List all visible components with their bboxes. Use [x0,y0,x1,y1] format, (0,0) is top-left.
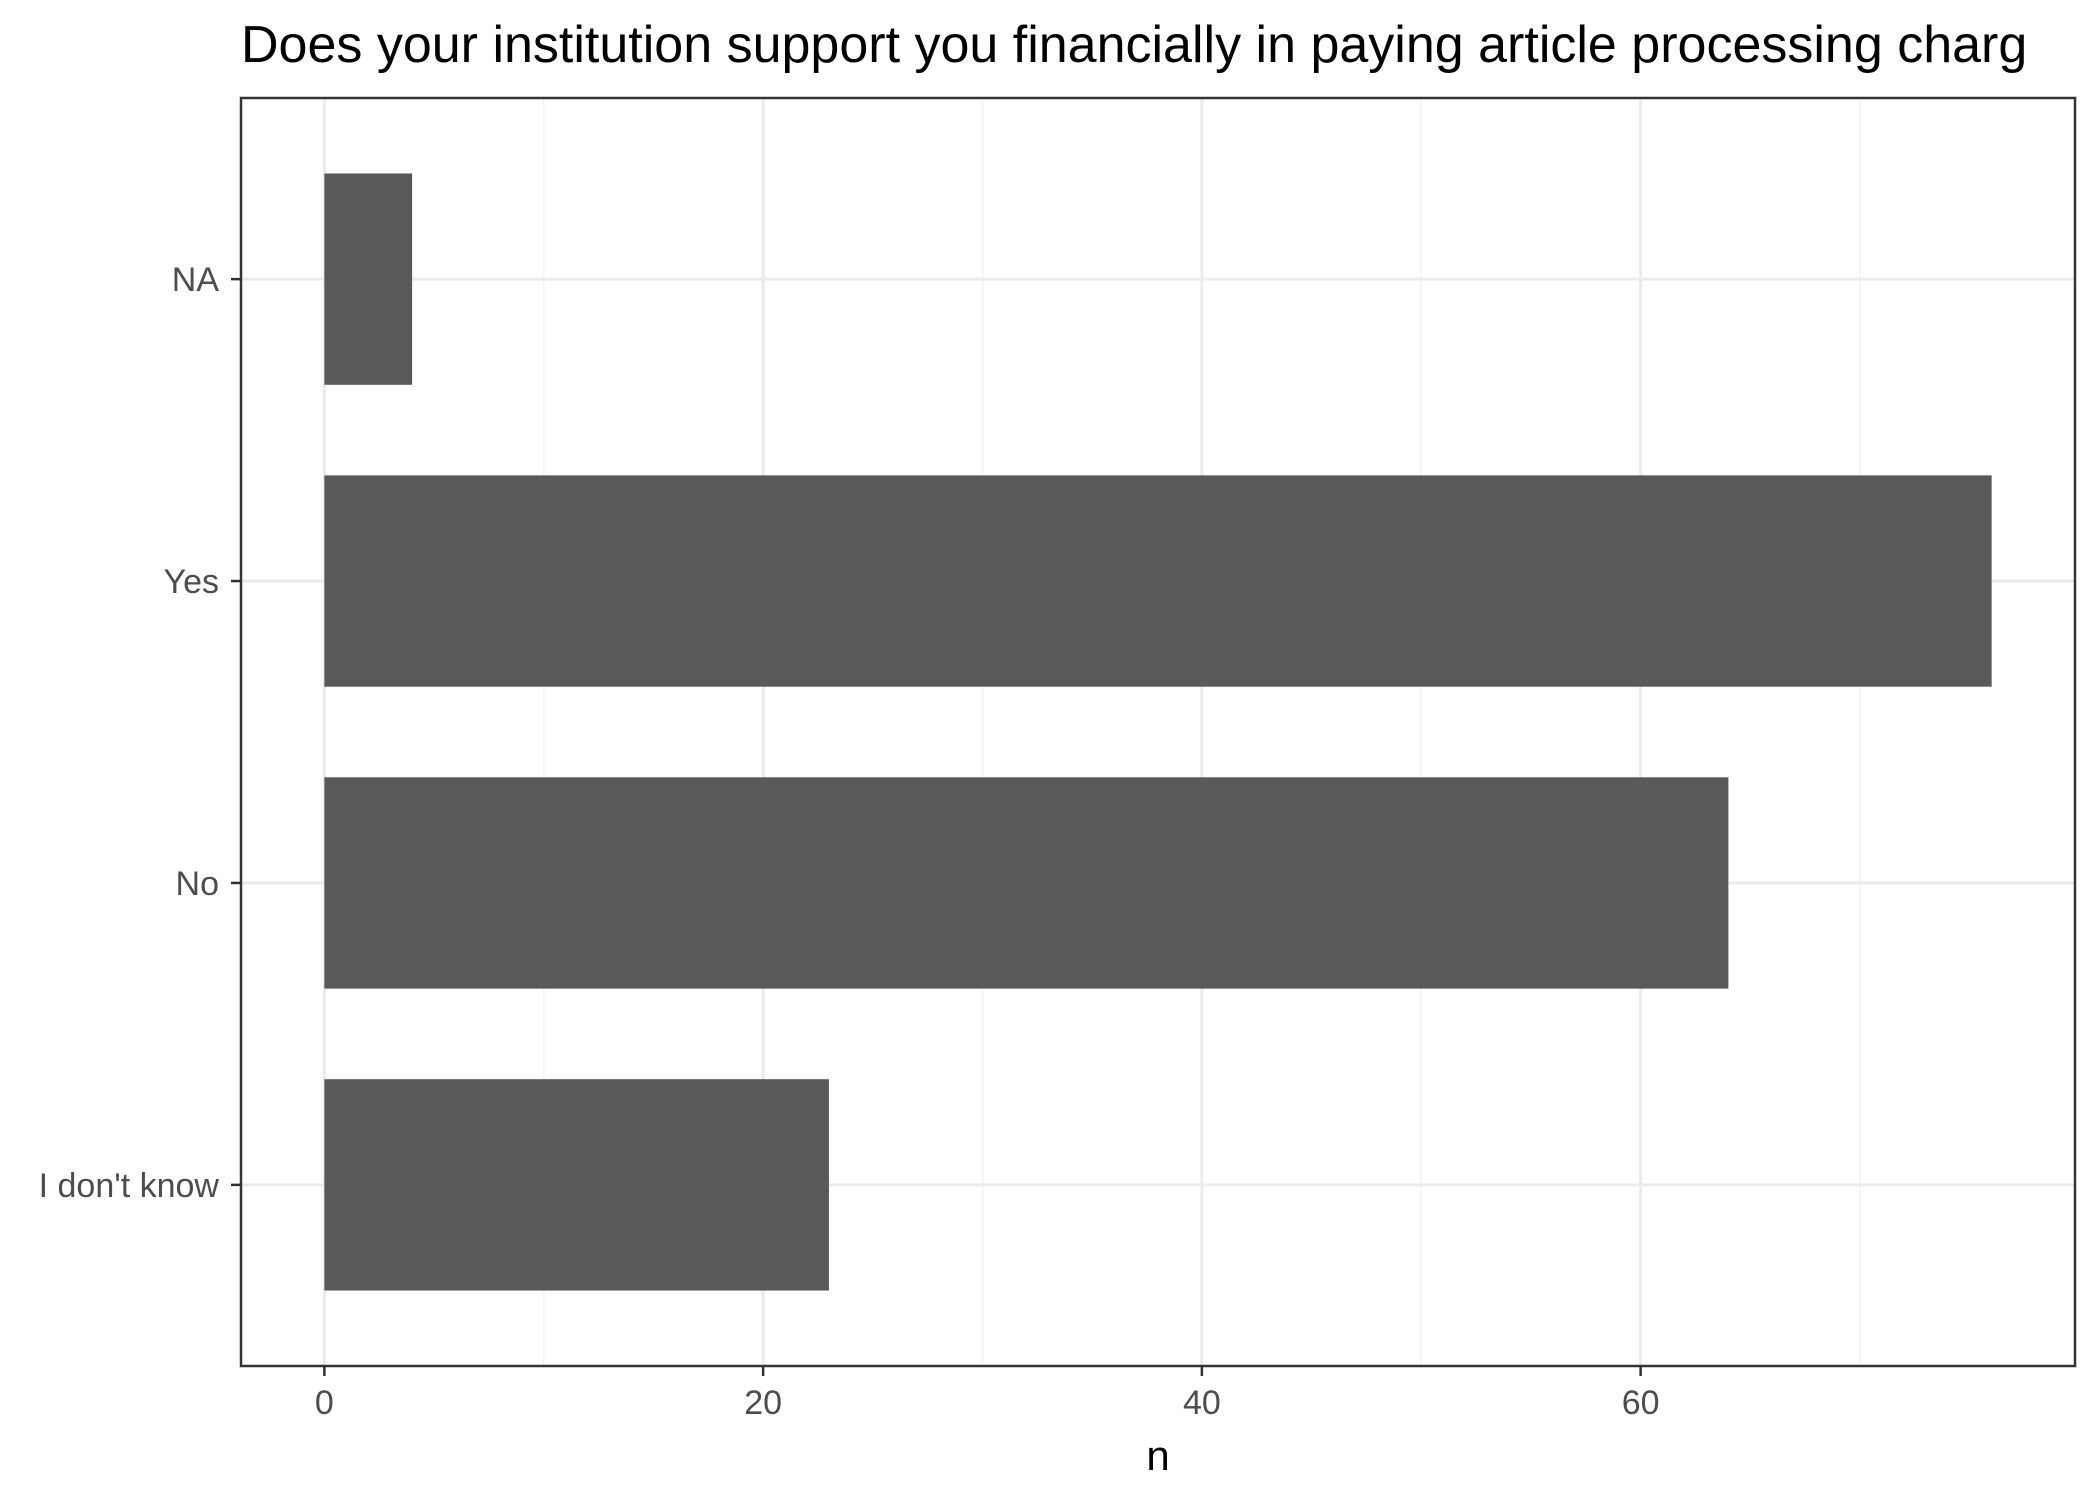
bar [324,475,1992,687]
panel-border [239,96,2077,1368]
x-tick-label: 60 [1622,1384,1660,1422]
y-tick-label: No [176,865,219,903]
chart-title: Does your institution support you financ… [241,16,2027,74]
bar [324,777,1729,989]
y-tick-label: I don't know [39,1167,220,1205]
axis-ticks: 0 20 40 60 I don't know No Yes NA [39,261,1660,1422]
x-tick-label: 0 [315,1384,334,1422]
bar [324,173,413,385]
y-tick-label: NA [172,261,220,299]
bar [324,1079,829,1291]
x-tick-label: 20 [744,1384,782,1422]
y-tick-label: Yes [164,563,219,601]
x-tick-label: 40 [1183,1384,1221,1422]
x-axis-title: n [1146,1432,1169,1479]
bars [324,173,1992,1291]
